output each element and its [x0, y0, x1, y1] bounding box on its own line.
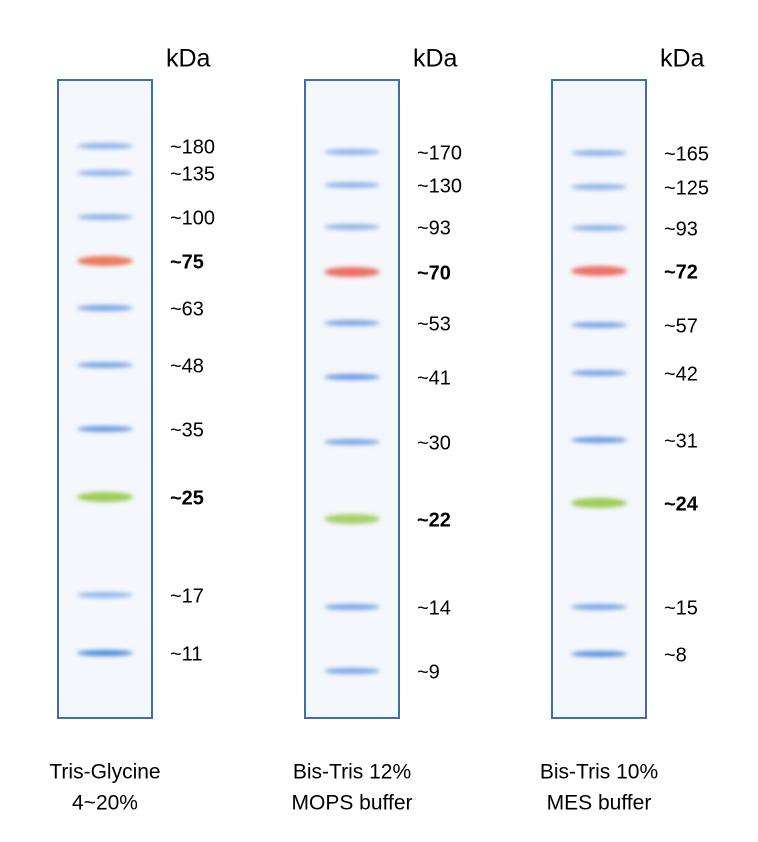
band-label: ~41 [417, 367, 451, 389]
band-label: ~48 [170, 355, 204, 377]
band [77, 214, 133, 220]
band [571, 266, 627, 276]
band [77, 256, 133, 266]
band [324, 149, 380, 155]
band [324, 514, 380, 524]
band [571, 225, 627, 231]
band-label: ~42 [664, 363, 698, 385]
band-label: ~25 [170, 487, 204, 509]
band [324, 668, 380, 674]
band-label: ~72 [664, 261, 698, 283]
band [77, 143, 133, 149]
lane-caption: Bis-Tris 10% [540, 761, 658, 784]
band-label: ~11 [170, 643, 202, 665]
lane [551, 79, 647, 719]
band [324, 267, 380, 277]
band [571, 184, 627, 190]
band-label: ~31 [664, 430, 698, 452]
band-label: ~22 [417, 509, 451, 531]
lane [304, 79, 400, 719]
unit-label: kDa [660, 45, 705, 73]
band-label: ~17 [170, 585, 204, 607]
band-label: ~63 [170, 298, 204, 320]
band-label: ~70 [417, 262, 451, 284]
band-label: ~100 [170, 207, 215, 229]
unit-label: kDa [413, 45, 458, 73]
band-label: ~9 [417, 661, 440, 683]
band-label: ~24 [664, 493, 699, 515]
band-label: ~93 [664, 218, 698, 240]
band [571, 498, 627, 508]
band-label: ~130 [417, 175, 462, 197]
band [571, 150, 627, 156]
band [77, 492, 133, 502]
lane-caption: MOPS buffer [292, 792, 413, 815]
band-label: ~53 [417, 313, 451, 335]
band [77, 305, 133, 311]
band-label: ~35 [170, 419, 204, 441]
band-label: ~75 [170, 251, 204, 273]
band [571, 370, 627, 376]
band [571, 437, 627, 443]
band-label: ~165 [664, 143, 709, 165]
lane [57, 79, 153, 719]
band-label: ~170 [417, 142, 462, 164]
unit-label: kDa [166, 45, 211, 73]
band [77, 592, 133, 598]
band-label: ~15 [664, 597, 698, 619]
band-label: ~135 [170, 163, 215, 185]
band [324, 320, 380, 326]
band [77, 362, 133, 368]
band-label: ~14 [417, 597, 451, 619]
band [324, 604, 380, 610]
band [324, 374, 380, 380]
lane-caption: MES buffer [547, 792, 652, 815]
band [77, 426, 133, 432]
band-label: ~93 [417, 217, 451, 239]
lane-caption: Tris-Glycine [49, 761, 160, 784]
band [571, 322, 627, 328]
band [324, 439, 380, 445]
band [324, 182, 380, 188]
band-label: ~180 [170, 136, 215, 158]
lane-caption: Bis-Tris 12% [293, 761, 411, 784]
band [571, 604, 627, 610]
band [571, 651, 627, 657]
band [324, 224, 380, 230]
lane-caption: 4~20% [72, 792, 138, 815]
band-label: ~30 [417, 432, 451, 454]
band-label: ~8 [664, 644, 687, 666]
band [77, 170, 133, 176]
band [77, 650, 133, 656]
band-label: ~57 [664, 315, 698, 337]
band-label: ~125 [664, 177, 709, 199]
